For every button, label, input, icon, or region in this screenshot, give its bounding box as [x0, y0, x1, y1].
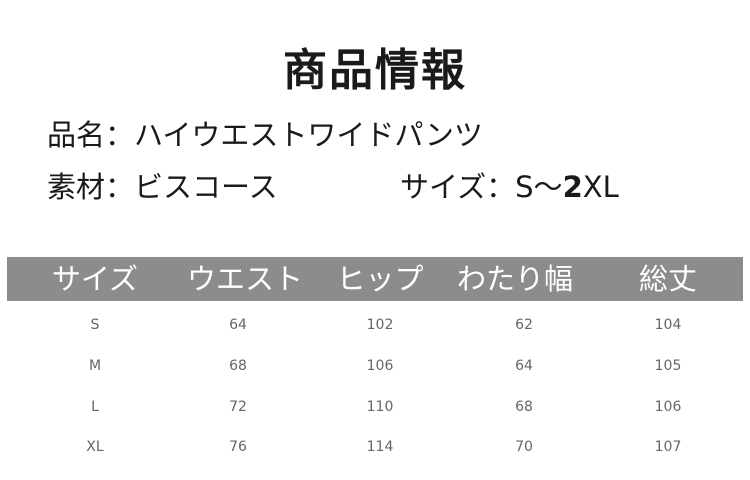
- table-cell: 106: [366, 358, 394, 374]
- table-cell: 107: [654, 439, 682, 455]
- table-cell: 64: [229, 317, 247, 333]
- product-name-label: 品名：: [47, 118, 135, 152]
- table-cell: 110: [366, 399, 394, 415]
- page-title: 商品情報: [283, 45, 467, 96]
- table-cell: L: [91, 399, 99, 415]
- sizes-value-bold: 2: [562, 170, 583, 204]
- table-cell: 68: [515, 399, 533, 415]
- table-cell: S: [90, 317, 100, 333]
- material-value: ビスコース: [134, 170, 278, 204]
- sizes-value-prefix: S～: [515, 170, 563, 204]
- material-label: 素材：: [47, 170, 135, 204]
- material-line: 素材：ビスコース: [47, 164, 278, 206]
- header-thigh: わたり幅: [456, 262, 574, 296]
- product-name-value: ハイウエストワイドパンツ: [134, 118, 483, 152]
- table-cell: 62: [515, 317, 533, 333]
- header-size: サイズ: [51, 262, 139, 296]
- table-cell: 102: [366, 317, 394, 333]
- table-cell: 72: [229, 399, 247, 415]
- table-cell: 76: [229, 439, 247, 455]
- table-cell: XL: [86, 439, 104, 455]
- table-cell: 105: [654, 358, 682, 374]
- table-cell: 114: [366, 439, 394, 455]
- sizes-value-suffix: XL: [582, 170, 619, 204]
- table-header: サイズ ウエスト ヒップ わたり幅 総丈: [7, 257, 743, 301]
- table-cell: M: [88, 358, 102, 374]
- header-hip: ヒップ: [336, 262, 424, 296]
- table-cell: 106: [654, 399, 682, 415]
- table-cell: 68: [229, 358, 247, 374]
- table-cell: 104: [654, 317, 682, 333]
- sizes-line: サイズ：S～2XL: [400, 164, 619, 206]
- table-cell: 64: [515, 358, 533, 374]
- header-waist: ウエスト: [186, 262, 304, 296]
- header-length: 総丈: [638, 262, 698, 296]
- product-name-line: 品名：ハイウエストワイドパンツ: [47, 112, 483, 154]
- table-cell: 70: [515, 439, 533, 455]
- sizes-label: サイズ：: [400, 170, 516, 204]
